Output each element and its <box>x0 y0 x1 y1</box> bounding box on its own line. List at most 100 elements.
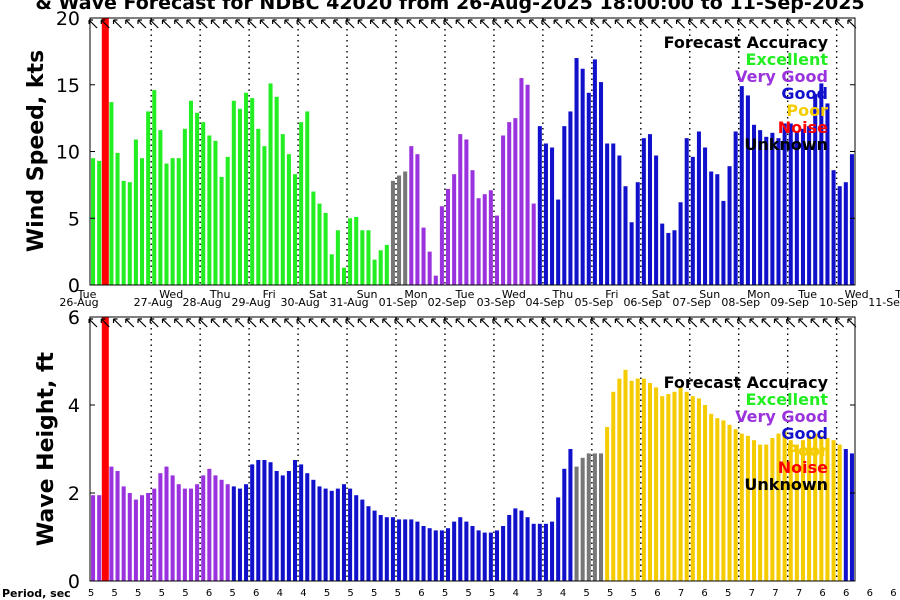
wave-direction-arrow <box>467 318 477 328</box>
date-label: 29-Aug <box>232 296 271 309</box>
wave-bar <box>397 519 402 581</box>
wave-bar <box>146 493 151 581</box>
wave-bar <box>599 453 604 581</box>
wave-direction-arrow <box>382 318 392 328</box>
wind-bar <box>280 134 285 285</box>
period-values: 555556564455556555434555676577766666 <box>88 588 897 599</box>
wind-bar <box>586 92 591 285</box>
wind-bar <box>556 199 561 285</box>
wave-bar <box>446 528 451 581</box>
period-value: 5 <box>159 588 165 599</box>
period-value: 6 <box>867 588 873 599</box>
wave-bar <box>354 495 359 581</box>
wind-direction-arrow <box>553 19 563 29</box>
wave-bar <box>788 440 793 581</box>
wave-bar <box>574 466 579 581</box>
wind-direction-arrow <box>688 19 698 29</box>
wind-direction-arrow <box>663 19 673 29</box>
wave-bar <box>715 418 720 581</box>
wind-bar <box>409 146 414 285</box>
wave-bar <box>152 488 157 581</box>
wave-bar <box>341 484 346 581</box>
wave-bar <box>237 488 242 581</box>
wind-legend-title: Forecast Accuracy <box>664 33 829 52</box>
wave-direction-arrow <box>565 318 575 328</box>
wave-legend-title: Forecast Accuracy <box>664 373 829 392</box>
wind-direction-arrow <box>712 19 722 29</box>
wave-bar <box>721 420 726 581</box>
wind-bar <box>403 171 408 285</box>
wind-bar <box>329 254 334 285</box>
wave-bar <box>623 369 628 581</box>
wind-bar <box>158 130 163 285</box>
wave-direction-arrow <box>773 318 783 328</box>
wave-direction-arrow <box>284 318 294 328</box>
wave-bar <box>219 479 224 581</box>
wave-bar <box>531 523 536 581</box>
day-label: Mon <box>404 288 427 301</box>
wave-bar <box>782 431 787 581</box>
wind-bar <box>293 174 298 285</box>
wind-bar <box>592 59 597 285</box>
wave-y-axis-label: Wave Height, ft <box>34 351 59 546</box>
wave-bar <box>696 398 701 581</box>
wind-bar <box>140 158 145 285</box>
wind-bar <box>519 78 524 285</box>
wave-bar <box>293 460 298 581</box>
period-value: 6 <box>418 588 424 599</box>
wind-panel: 0 5 10 15 20 Wind Speed, kts <box>24 8 857 297</box>
wave-bar <box>250 464 255 581</box>
wind-bar <box>684 138 689 285</box>
wave-bar <box>378 515 383 581</box>
wind-direction-arrow <box>627 19 637 29</box>
day-label: Sun <box>357 288 378 301</box>
period-value: 5 <box>395 588 401 599</box>
wind-direction-arrow <box>406 19 416 29</box>
wave-bar <box>384 517 389 581</box>
wind-bar <box>262 146 267 285</box>
wave-direction-arrow <box>688 318 698 328</box>
wave-direction-arrow <box>125 318 135 328</box>
wave-bar <box>837 444 842 581</box>
wave-bar <box>592 453 597 581</box>
wave-direction-arrow <box>198 318 208 328</box>
wave-y-tick-label: 6 <box>68 307 80 329</box>
wind-bar <box>274 96 279 286</box>
wind-direction-arrow <box>186 19 196 29</box>
wave-bar <box>433 530 438 581</box>
wind-bar <box>213 140 218 285</box>
period-value: 7 <box>678 588 684 599</box>
wind-direction-arrow <box>761 19 771 29</box>
wind-bar <box>537 126 542 285</box>
date-label: 31-Aug <box>329 296 368 309</box>
chart-title: & Wave Forecast for NDBC 42020 from 26-A… <box>35 0 864 14</box>
wave-bar <box>170 475 175 581</box>
day-label: Fri <box>605 288 618 301</box>
wave-direction-arrow <box>210 318 220 328</box>
wind-bar <box>482 194 487 285</box>
wave-direction-arrow <box>590 318 600 328</box>
wind-direction-arrow <box>480 19 490 29</box>
wind-y-tick-label: 20 <box>56 8 80 30</box>
wind-direction-arrow <box>223 19 233 29</box>
wave-direction-arrow <box>614 318 624 328</box>
wave-bar <box>629 380 634 581</box>
wind-day-gridlines <box>150 18 838 285</box>
wave-bar <box>305 473 310 581</box>
wave-bar <box>807 435 812 581</box>
wind-bar <box>446 188 451 285</box>
wave-bar <box>709 413 714 581</box>
wind-direction-arrow <box>382 19 392 29</box>
wind-bar <box>543 143 548 285</box>
wave-direction-arrow <box>822 318 832 328</box>
wave-direction-arrow <box>712 318 722 328</box>
wave-direction-arrow <box>186 318 196 328</box>
wind-bar <box>660 223 665 285</box>
wave-direction-arrow <box>700 318 710 328</box>
wind-bar <box>611 143 616 285</box>
date-label: 04-Sep <box>526 296 565 309</box>
wave-bar <box>115 471 120 581</box>
wave-y-tick-label: 0 <box>68 571 80 593</box>
wave-bar <box>831 440 836 581</box>
